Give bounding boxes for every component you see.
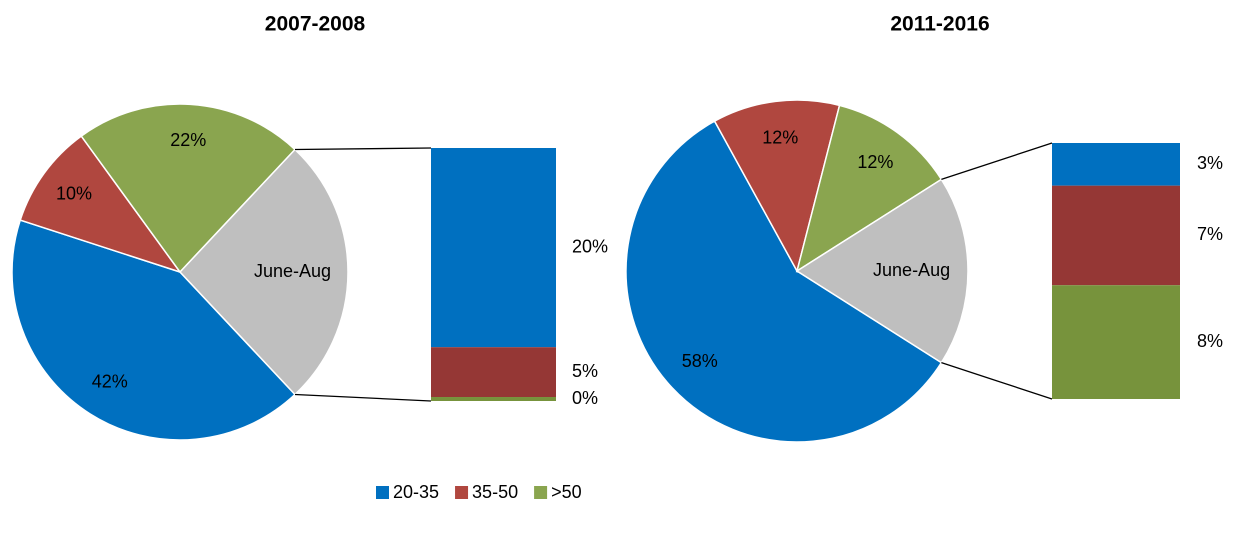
- pie-slice: [713, 99, 841, 274]
- bar-label: 5%: [572, 361, 598, 381]
- bar-segment: [1052, 143, 1180, 186]
- bar-label: 8%: [1197, 331, 1223, 351]
- bar-segment: [431, 347, 556, 398]
- connector: [294, 147, 432, 151]
- legend-swatch: [534, 486, 548, 499]
- bar-label: 20%: [572, 236, 608, 256]
- bar-label: 7%: [1197, 224, 1223, 244]
- pie-slice: [795, 178, 969, 364]
- legend-label: 20-35: [393, 482, 439, 502]
- slice-label: 12%: [857, 152, 893, 172]
- pie-slice: [19, 135, 182, 274]
- bar-segment: [431, 397, 556, 401]
- legend-swatch: [455, 486, 469, 499]
- bar-segment: [1052, 285, 1180, 399]
- bar-segment: [431, 148, 556, 348]
- slice-label: 58%: [682, 351, 718, 371]
- chart-title: 2007-2008: [265, 13, 366, 36]
- slice-label: 10%: [56, 184, 92, 204]
- connector: [294, 393, 432, 402]
- pie-slice: [178, 148, 349, 396]
- slice-label: 22%: [170, 130, 206, 150]
- slice-label: 12%: [762, 127, 798, 147]
- bar-label: 3%: [1197, 153, 1223, 173]
- pie-slice: [80, 103, 297, 274]
- legend-label: 35-50: [472, 482, 518, 502]
- connector: [941, 362, 1053, 400]
- legend-swatch: [376, 486, 389, 499]
- slice-label: June-Aug: [254, 261, 331, 281]
- slice-label: June-Aug: [873, 260, 950, 280]
- legend-label: >50: [551, 482, 582, 502]
- pie-slice: [795, 104, 943, 273]
- slice-label: 42%: [92, 371, 128, 391]
- pie-slice: [11, 219, 297, 441]
- bar-segment: [1052, 185, 1180, 286]
- connector: [941, 142, 1053, 180]
- bar-label: 0%: [572, 388, 598, 408]
- chart-title: 2011-2016: [890, 13, 989, 36]
- pie-slice: [625, 120, 943, 443]
